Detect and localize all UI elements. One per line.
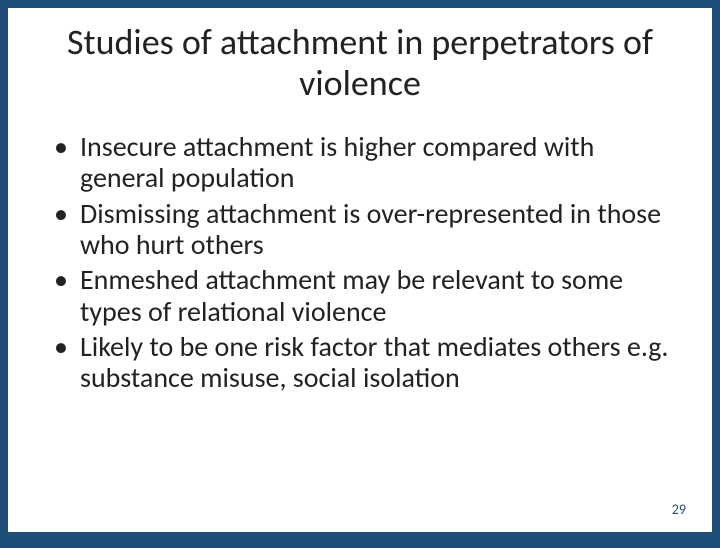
bullet-list: Insecure attachment is higher compared w… <box>36 131 684 394</box>
bullet-item: Insecure attachment is higher compared w… <box>50 131 684 194</box>
slide: Studies of attachment in perpetrators of… <box>0 8 720 548</box>
page-number: 29 <box>672 501 686 518</box>
slide-title: Studies of attachment in perpetrators of… <box>36 22 684 105</box>
bullet-item: Likely to be one risk factor that mediat… <box>50 331 684 394</box>
content-box: Studies of attachment in perpetrators of… <box>8 8 712 532</box>
bullet-item: Enmeshed attachment may be relevant to s… <box>50 264 684 327</box>
bullet-item: Dismissing attachment is over-represente… <box>50 198 684 261</box>
